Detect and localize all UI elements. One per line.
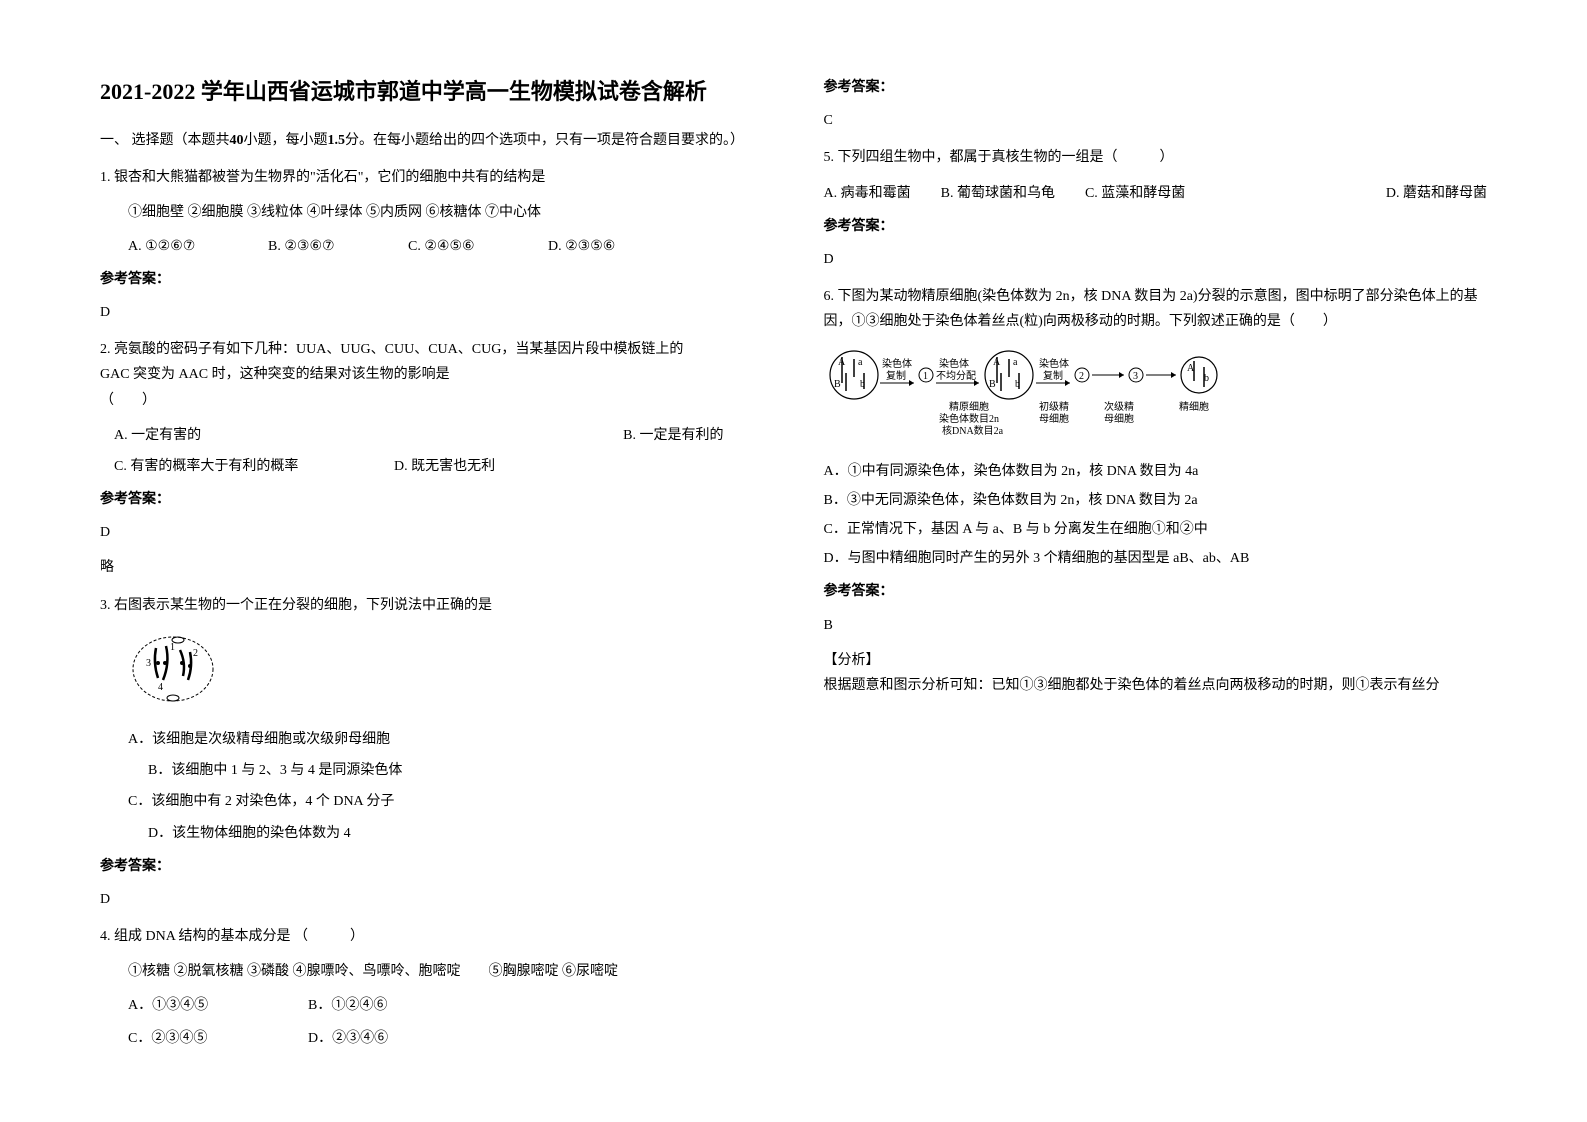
q6-answer-label: 参考答案： bbox=[824, 579, 1488, 604]
q6-opt-a: A．①中有同源染色体，染色体数目为 2n，核 DNA 数目为 4a bbox=[824, 459, 1488, 484]
cell-diagram: 3 1 2 4 bbox=[128, 628, 764, 719]
q2-opt-a: A. 一定有害的 bbox=[114, 423, 201, 448]
svg-text:母细胞: 母细胞 bbox=[1104, 412, 1134, 425]
q3-opt-b: B．该细胞中 1 与 2、3 与 4 是同源染色体 bbox=[128, 758, 764, 783]
q6-opt-b: B．③中无同源染色体，染色体数目为 2n，核 DNA 数目为 2a bbox=[824, 488, 1488, 513]
svg-text:a: a bbox=[858, 357, 863, 368]
svg-text:不均分配: 不均分配 bbox=[936, 370, 976, 382]
q2-text: 2. 亮氨酸的密码子有如下几种：UUA、UUG、CUU、CUA、CUG，当某基因… bbox=[100, 337, 764, 362]
svg-text:3: 3 bbox=[146, 658, 151, 669]
q6-opt-d: D．与图中精细胞同时产生的另外 3 个精细胞的基因型是 aB、ab、AB bbox=[824, 546, 1488, 571]
question-5: 5. 下列四组生物中，都属于真核生物的一组是（ ） bbox=[824, 145, 1488, 170]
svg-text:3: 3 bbox=[1133, 371, 1138, 382]
q4-opt-a: A．①③④⑤ bbox=[128, 993, 308, 1018]
q5-opt-b: B. 葡萄球菌和乌龟 bbox=[941, 181, 1055, 206]
q2-opt-d: D. 既无害也无利 bbox=[394, 454, 495, 479]
svg-text:1: 1 bbox=[923, 371, 928, 382]
svg-text:次级精: 次级精 bbox=[1104, 400, 1134, 413]
q6-analysis-label: 【分析】 bbox=[824, 648, 1488, 673]
question-3: 3. 右图表示某生物的一个正在分裂的细胞，下列说法中正确的是 bbox=[100, 593, 764, 618]
q3-answer: D bbox=[100, 887, 764, 912]
svg-text:精细胞: 精细胞 bbox=[1179, 400, 1209, 413]
q5-answer: D bbox=[824, 247, 1488, 272]
q5-opt-c: C. 蓝藻和酵母菌 bbox=[1085, 181, 1185, 206]
q6-analysis-text: 根据题意和图示分析可知：已知①③细胞都处于染色体的着丝点向两极移动的时期，则①表… bbox=[824, 673, 1488, 698]
q3-answer-label: 参考答案： bbox=[100, 854, 764, 879]
svg-text:1: 1 bbox=[170, 642, 175, 653]
q6-options: A．①中有同源染色体，染色体数目为 2n，核 DNA 数目为 4a B．③中无同… bbox=[824, 459, 1488, 572]
question-1: 1. 银杏和大熊猫都被誉为生物界的"活化石"，它们的细胞中共有的结构是 bbox=[100, 165, 764, 190]
q1-answer: D bbox=[100, 300, 764, 325]
question-6: 6. 下图为某动物精原细胞(染色体数为 2n，核 DNA 数目为 2a)分裂的示… bbox=[824, 284, 1488, 334]
svg-text:2: 2 bbox=[1079, 371, 1084, 382]
q2-options-row2: C. 有害的概率大于有利的概率 D. 既无害也无利 bbox=[100, 454, 764, 479]
document-title: 2021-2022 学年山西省运城市郭道中学高一生物模拟试卷含解析 bbox=[100, 75, 764, 108]
svg-text:母细胞: 母细胞 bbox=[1039, 412, 1069, 425]
q2-answer-label: 参考答案： bbox=[100, 487, 764, 512]
q6-opt-c: C．正常情况下，基因 A 与 a、B 与 b 分离发生在细胞①和②中 bbox=[824, 517, 1488, 542]
q2-answer: D bbox=[100, 520, 764, 545]
q1-answer-label: 参考答案： bbox=[100, 267, 764, 292]
q2-opt-b: B. 一定是有利的 bbox=[623, 423, 723, 448]
q2-omit: 略 bbox=[100, 555, 764, 580]
q1-text: 1. 银杏和大熊猫都被誉为生物界的"活化石"，它们的细胞中共有的结构是 bbox=[100, 165, 764, 190]
q5-opt-d: D. 蘑菇和酵母菌 bbox=[1386, 181, 1487, 206]
q1-opt-a: A. ①②⑥⑦ bbox=[128, 234, 268, 259]
q5-opt-a: A. 病毒和霉菌 bbox=[824, 181, 911, 206]
q1-opt-c: C. ②④⑤⑥ bbox=[408, 234, 548, 259]
q4-text: 4. 组成 DNA 结构的基本成分是 （ ） bbox=[100, 924, 764, 949]
q3-opt-a: A．该细胞是次级精母细胞或次级卵母细胞 bbox=[128, 727, 764, 752]
q3-opt-c: C．该细胞中有 2 对染色体，4 个 DNA 分子 bbox=[128, 789, 764, 814]
question-4: 4. 组成 DNA 结构的基本成分是 （ ） bbox=[100, 924, 764, 949]
q4-opt-b: B．①②④⑥ bbox=[308, 993, 387, 1018]
q4-items: ①核糖 ②脱氧核糖 ③磷酸 ④腺嘌呤、鸟嘌呤、胞嘧啶 ⑤胸腺嘧啶 ⑥尿嘧啶 bbox=[100, 959, 764, 984]
svg-text:4: 4 bbox=[158, 682, 163, 693]
q2-opt-c: C. 有害的概率大于有利的概率 bbox=[114, 454, 394, 479]
q5-answer-label: 参考答案： bbox=[824, 214, 1488, 239]
svg-text:精原细胞: 精原细胞 bbox=[949, 400, 989, 413]
q2-text2: GAC 突变为 AAC 时，这种突变的结果对该生物的影响是 （ ） bbox=[100, 362, 764, 412]
q3-options: A．该细胞是次级精母细胞或次级卵母细胞 B．该细胞中 1 与 2、3 与 4 是… bbox=[100, 727, 764, 846]
svg-text:B: B bbox=[834, 379, 841, 390]
q5-options: A. 病毒和霉菌 B. 葡萄球菌和乌龟 C. 蓝藻和酵母菌 D. 蘑菇和酵母菌 bbox=[824, 181, 1488, 206]
q4-options-row1: A．①③④⑤ B．①②④⑥ bbox=[100, 993, 764, 1018]
q6-text: 6. 下图为某动物精原细胞(染色体数为 2n，核 DNA 数目为 2a)分裂的示… bbox=[824, 284, 1488, 334]
q4-options-row2: C．②③④⑤ D．②③④⑥ bbox=[100, 1026, 764, 1051]
svg-text:初级精: 初级精 bbox=[1039, 400, 1069, 413]
svg-text:染色体: 染色体 bbox=[1039, 357, 1069, 370]
q4-answer: C bbox=[824, 108, 1488, 133]
svg-text:染色体: 染色体 bbox=[939, 357, 969, 370]
svg-text:2: 2 bbox=[193, 648, 198, 659]
q1-opt-b: B. ②③⑥⑦ bbox=[268, 234, 408, 259]
section-header: 一、 选择题（本题共40小题，每小题1.5分。在每小题给出的四个选项中，只有一项… bbox=[100, 128, 764, 153]
svg-text:复制: 复制 bbox=[1043, 369, 1063, 382]
q1-options: A. ①②⑥⑦ B. ②③⑥⑦ C. ②④⑤⑥ D. ②③⑤⑥ bbox=[100, 234, 764, 259]
q4-answer-label: 参考答案： bbox=[824, 75, 1488, 100]
svg-text:染色体: 染色体 bbox=[882, 357, 912, 370]
q3-text: 3. 右图表示某生物的一个正在分裂的细胞，下列说法中正确的是 bbox=[100, 593, 764, 618]
q6-answer: B bbox=[824, 613, 1488, 638]
q1-items: ①细胞壁 ②细胞膜 ③线粒体 ④叶绿体 ⑤内质网 ⑥核糖体 ⑦中心体 bbox=[100, 200, 764, 225]
meiosis-diagram: A a B b 染色体 复制 1 染色体 不均分配 A a bbox=[824, 345, 1488, 449]
svg-text:B: B bbox=[989, 379, 996, 390]
q1-opt-d: D. ②③⑤⑥ bbox=[548, 234, 688, 259]
svg-text:染色体数目2n: 染色体数目2n bbox=[939, 412, 999, 425]
q2-options-row1: A. 一定有害的 B. 一定是有利的 bbox=[100, 423, 764, 448]
question-2: 2. 亮氨酸的密码子有如下几种：UUA、UUG、CUU、CUA、CUG，当某基因… bbox=[100, 337, 764, 413]
q3-opt-d: D．该生物体细胞的染色体数为 4 bbox=[128, 821, 764, 846]
svg-text:a: a bbox=[1013, 357, 1018, 368]
q4-opt-c: C．②③④⑤ bbox=[128, 1026, 308, 1051]
svg-text:复制: 复制 bbox=[886, 369, 906, 382]
q5-text: 5. 下列四组生物中，都属于真核生物的一组是（ ） bbox=[824, 145, 1488, 170]
svg-text:核DNA数目2a: 核DNA数目2a bbox=[942, 424, 1004, 437]
q4-opt-d: D．②③④⑥ bbox=[308, 1026, 388, 1051]
